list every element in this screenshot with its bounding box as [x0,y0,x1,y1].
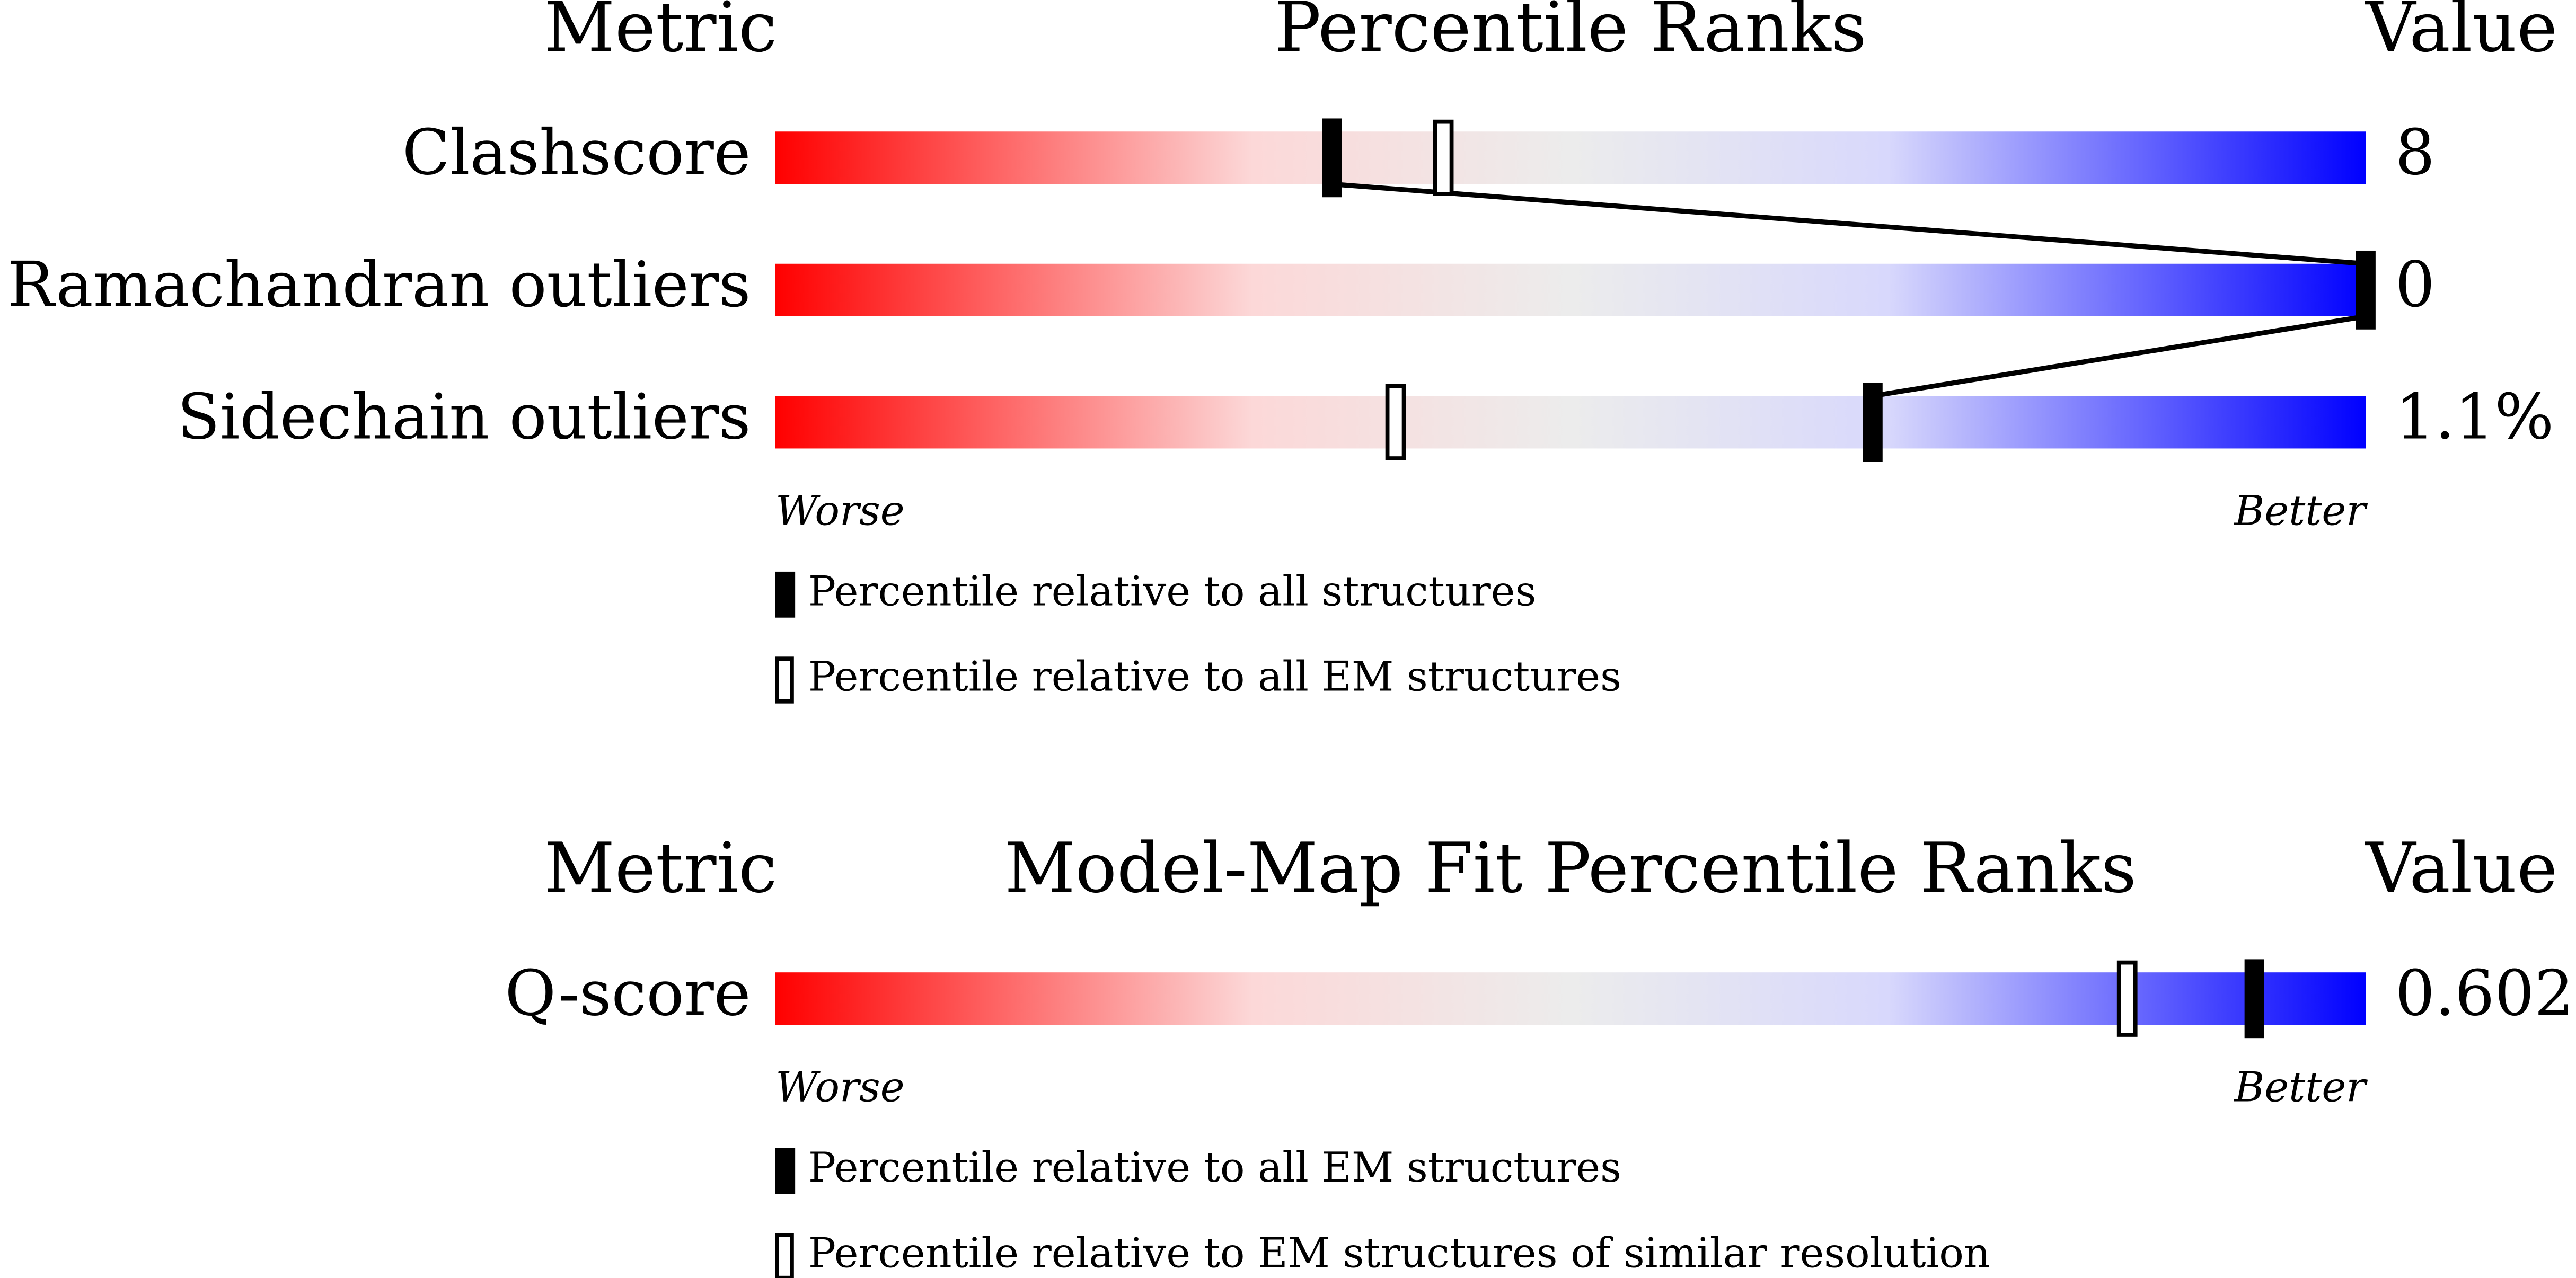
gradient-bar [775,972,2366,1025]
metric-label: Sidechain outliers [177,380,751,453]
marker-filled [2356,250,2376,330]
gradient-bar [775,263,2366,316]
legend-marker-open [775,656,794,704]
metric-value: 0.602 [2395,957,2574,1030]
gradient-bar [775,131,2366,184]
legend-marker-filled [775,571,796,618]
value-header: Value [2365,828,2557,908]
metric-header: Metric [544,828,777,908]
metric-value: 8 [2395,116,2435,189]
marker-filled [2244,959,2264,1039]
legend-label: Percentile relative to all EM structures [808,653,1621,700]
chart-title: Model-Map Fit Percentile Ranks [1004,828,2137,908]
marker-open [2116,960,2138,1037]
legend-marker-open [775,1233,794,1278]
metric-label: Clashscore [402,116,751,189]
metric-value: 1.1% [2395,380,2554,453]
marker-filled [1863,383,1883,462]
better-label: Better [2233,1063,2368,1111]
chart-title: Percentile Ranks [1275,0,1867,67]
gradient-bar [775,396,2366,449]
metric-label: Q-score [505,957,751,1030]
better-label: Better [2233,487,2368,535]
legend-label: Percentile relative to all structures [808,567,1536,615]
marker-filled [1322,118,1342,198]
legend-label: Percentile relative to all EM structures [808,1144,1621,1192]
metric-label: Ramachandran outliers [7,248,751,321]
connector [1331,181,2366,267]
value-header: Value [2365,0,2557,67]
worse-label: Worse [775,1063,905,1111]
worse-label: Worse [775,487,905,535]
metric-value: 0 [2395,248,2435,321]
metric-header: Metric [544,0,777,67]
connector [1872,314,2367,398]
marker-open [1385,384,1406,460]
legend-label: Percentile relative to EM structures of … [808,1229,1990,1277]
marker-open [1433,119,1454,196]
legend-marker-filled [775,1148,796,1194]
